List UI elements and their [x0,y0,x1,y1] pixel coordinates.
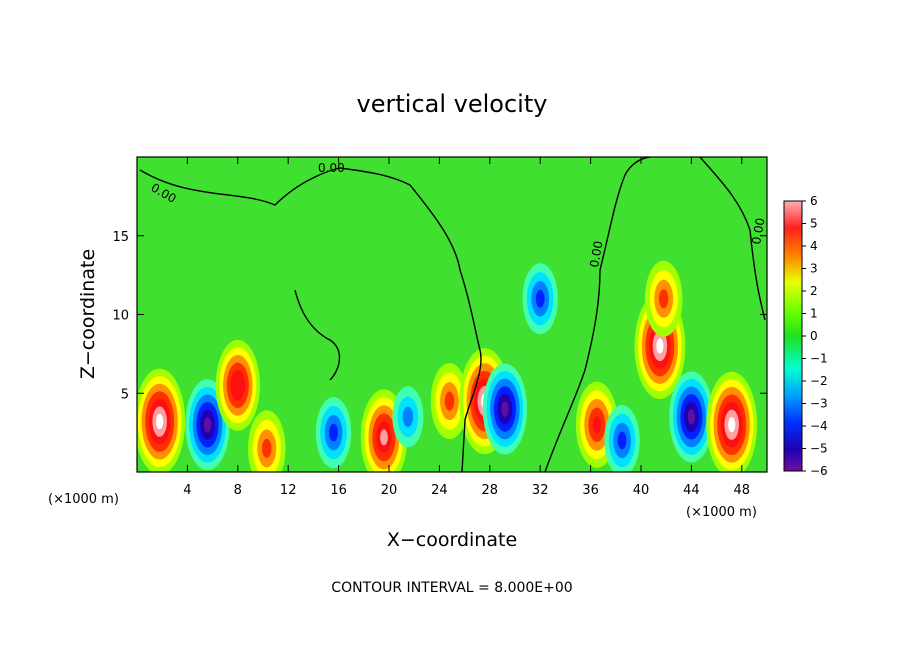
velocity-blob [262,438,272,458]
y-tick-label: 5 [121,387,129,402]
y-tick-label: 15 [112,230,129,245]
colorbar-tick-label: 3 [810,262,818,276]
colorbar-tick-label: −4 [810,419,828,433]
x-tick-label: 36 [582,483,599,498]
chart-title: vertical velocity [357,90,548,118]
x-tick-label: 48 [734,483,751,498]
y-axis-label: Z−coordinate [77,249,99,379]
x-axis: 4 8 12 16 20 24 28 32 36 40 44 48 [183,157,750,498]
x-tick-label: 8 [234,483,242,498]
zero-contours [139,157,766,472]
colorbar-tick-label: 1 [810,307,818,321]
velocity-blob [617,431,627,450]
velocity-blob [592,416,602,434]
colorbar-tick-label: −5 [810,442,828,456]
velocity-blob [402,406,414,428]
velocity-blob [728,417,736,433]
colorbar-gradient [783,200,803,472]
velocity-blob [535,289,545,308]
zero-contour-line [139,167,482,472]
colorbar-ticks: 6 5 4 3 2 1 0 −1 −2 −3 −4 −5 −6 [802,194,828,478]
velocity-blob [203,417,212,433]
velocity-blob [656,338,664,354]
velocity-blob [156,414,164,430]
velocity-blob [380,429,388,446]
zero-contour-line [699,157,766,321]
contour-label: 0.00 [587,240,605,269]
x-tick-label: 32 [532,483,549,498]
x-axis-label: X−coordinate [387,529,517,551]
velocity-blob [687,409,696,425]
colorbar: 6 5 4 3 2 1 0 −1 −2 −3 −4 −5 −6 [783,194,828,478]
contour-interval-note: CONTOUR INTERVAL = 8.000E+00 [331,580,572,596]
y-axis: 5 10 15 [112,230,767,402]
colorbar-tick-label: −2 [810,374,828,388]
zero-contour-line [294,289,341,381]
velocity-blob [444,391,455,411]
colorbar-tick-label: 0 [810,329,818,343]
x-tick-label: 4 [183,483,191,498]
y-tick-label: 10 [112,309,129,324]
x-tick-label: 20 [381,483,398,498]
x-unit-right: (×1000 m) [686,505,757,520]
x-unit-left: (×1000 m) [48,492,119,507]
colorbar-tick-label: 5 [810,217,818,231]
colorbar-tick-label: 4 [810,239,818,253]
colorbar-tick-label: −6 [810,464,828,478]
x-tick-label: 16 [330,483,347,498]
contour-label-group: 0.00 0.00 0.00 0.00 [149,161,768,269]
contour-label: 0.00 [318,161,345,175]
colorbar-tick-label: 2 [810,284,818,298]
velocity-blob [234,377,242,393]
zero-contour-line [544,157,651,472]
velocity-blob [501,401,509,417]
colorbar-tick-label: −3 [810,397,828,411]
velocity-blob [658,289,669,309]
colorbar-tick-label: −1 [810,352,828,366]
velocity-blob [329,423,338,442]
x-tick-label: 12 [280,483,297,498]
contour-label: 0.00 [749,217,767,246]
x-tick-label: 28 [482,483,499,498]
colorbar-tick-label: 6 [810,194,818,208]
x-tick-label: 24 [431,483,448,498]
plot-area: 0.00 0.00 0.00 0.00 [137,157,768,472]
x-tick-label: 44 [683,483,700,498]
velocity-field [137,260,758,472]
x-tick-label: 40 [633,483,650,498]
